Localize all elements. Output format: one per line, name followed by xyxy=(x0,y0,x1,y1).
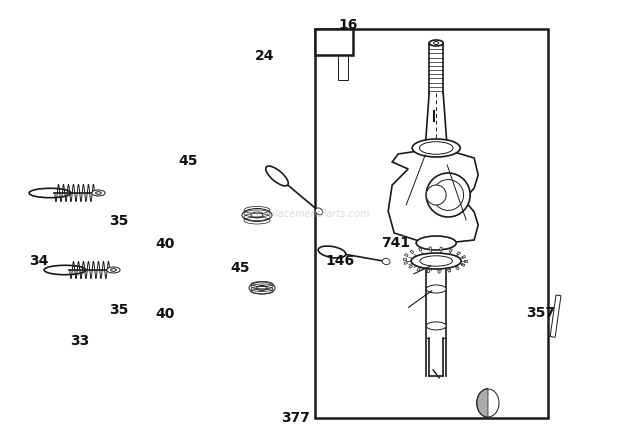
Ellipse shape xyxy=(95,192,101,194)
Ellipse shape xyxy=(433,41,439,45)
Bar xyxy=(440,247,442,251)
Polygon shape xyxy=(388,150,478,243)
Bar xyxy=(405,254,408,256)
Ellipse shape xyxy=(416,236,456,250)
Bar xyxy=(409,265,412,268)
Bar xyxy=(448,268,451,272)
Ellipse shape xyxy=(249,282,275,294)
Ellipse shape xyxy=(412,139,460,157)
Bar xyxy=(550,295,561,337)
Ellipse shape xyxy=(318,246,346,258)
Bar xyxy=(429,247,432,250)
Text: 35: 35 xyxy=(109,214,129,228)
Text: 741: 741 xyxy=(381,236,410,250)
Ellipse shape xyxy=(242,208,272,222)
Text: 357: 357 xyxy=(526,306,555,320)
Ellipse shape xyxy=(411,253,461,269)
Ellipse shape xyxy=(382,259,390,264)
Ellipse shape xyxy=(419,142,453,154)
Ellipse shape xyxy=(426,173,470,217)
Ellipse shape xyxy=(251,212,263,218)
Ellipse shape xyxy=(107,267,120,273)
Bar xyxy=(338,50,348,80)
Ellipse shape xyxy=(257,285,267,290)
Bar xyxy=(438,270,440,273)
Ellipse shape xyxy=(110,269,117,271)
Ellipse shape xyxy=(420,256,453,266)
Text: 377: 377 xyxy=(281,411,309,425)
Text: 45: 45 xyxy=(231,260,250,275)
Ellipse shape xyxy=(92,190,105,196)
Ellipse shape xyxy=(266,166,288,186)
Bar xyxy=(457,252,461,255)
Bar xyxy=(402,258,405,260)
Bar xyxy=(418,248,422,252)
Bar xyxy=(410,250,414,254)
Ellipse shape xyxy=(426,322,446,330)
Text: 24: 24 xyxy=(255,49,275,63)
Bar xyxy=(464,260,467,262)
Bar xyxy=(315,29,548,418)
Text: 34: 34 xyxy=(29,254,48,268)
Ellipse shape xyxy=(29,188,71,198)
Bar xyxy=(427,269,430,273)
Bar xyxy=(449,249,453,252)
Bar xyxy=(456,266,459,270)
Ellipse shape xyxy=(426,285,446,293)
Bar xyxy=(462,256,466,258)
Text: 146: 146 xyxy=(326,254,354,268)
Ellipse shape xyxy=(426,185,446,205)
Bar xyxy=(315,29,353,55)
Text: 16: 16 xyxy=(339,17,358,32)
Ellipse shape xyxy=(433,180,464,211)
Text: 40: 40 xyxy=(156,237,175,252)
Ellipse shape xyxy=(477,389,499,417)
Bar xyxy=(461,264,465,266)
Text: 35: 35 xyxy=(109,303,129,317)
Text: 45: 45 xyxy=(178,154,198,169)
Text: 33: 33 xyxy=(69,334,89,348)
Ellipse shape xyxy=(44,265,86,275)
Bar xyxy=(404,261,407,264)
Text: eReplacementParts.com: eReplacementParts.com xyxy=(250,209,370,219)
Text: 40: 40 xyxy=(156,307,175,322)
Bar xyxy=(417,268,420,271)
Polygon shape xyxy=(477,389,488,417)
Ellipse shape xyxy=(429,40,443,46)
Ellipse shape xyxy=(316,208,323,215)
